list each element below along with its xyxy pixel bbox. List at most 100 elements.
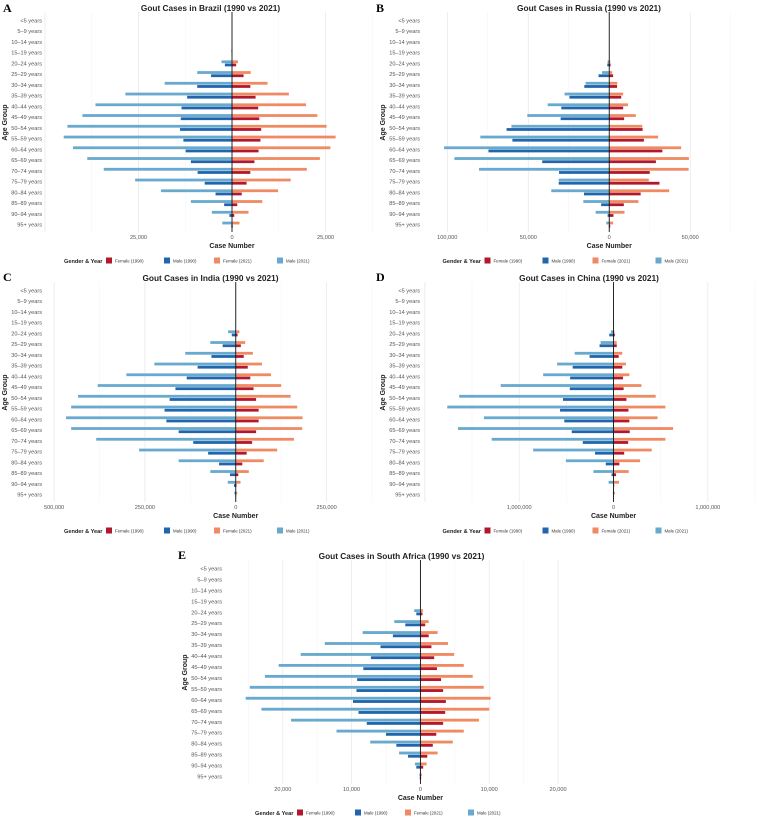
- y-tick-label: 20–24 years: [389, 61, 420, 67]
- y-tick-label: 85–89 years: [389, 471, 420, 477]
- bar-f1990: [609, 63, 611, 67]
- bar-f2021: [613, 448, 652, 452]
- bar-m2021: [300, 653, 421, 656]
- bar-f1990: [609, 138, 644, 142]
- y-tick-label: 60–64 years: [389, 417, 420, 423]
- bar-f1990: [420, 678, 442, 682]
- y-tick-label: 5–9 years: [395, 29, 420, 35]
- x-tick-label: 10,000: [343, 787, 360, 793]
- bar-m2021: [547, 103, 610, 107]
- bar-f1990: [609, 171, 650, 174]
- bar-m2021: [71, 427, 236, 430]
- bar-f2021: [420, 674, 473, 678]
- bar-m2021: [96, 437, 236, 441]
- legend-swatch-f1990: [484, 257, 491, 264]
- bar-m2021: [557, 362, 614, 366]
- bar-f2021: [613, 394, 656, 398]
- bar-f1990: [235, 365, 248, 369]
- bar-f1990: [609, 106, 624, 110]
- bar-m2021: [210, 341, 236, 344]
- y-tick-label: 5–9 years: [197, 577, 222, 583]
- y-tick-label: 10–14 years: [11, 40, 42, 46]
- bar-m1990: [589, 355, 614, 358]
- bar-m1990: [584, 85, 610, 88]
- y-tick-label: 10–14 years: [191, 588, 222, 594]
- india-pyramid-chart: Gout Cases in India (1990 vs 2021) <5 yea…: [2, 273, 373, 535]
- y-tick-label: 35–39 years: [389, 364, 420, 370]
- bar-m1990: [601, 203, 610, 207]
- bar-m2021: [178, 459, 236, 463]
- bar-m1990: [183, 138, 233, 142]
- bar-f1990: [232, 95, 256, 99]
- bar-m2021: [500, 384, 614, 387]
- bar-f1990: [232, 181, 247, 185]
- bar-m1990: [185, 149, 233, 153]
- x-tick-label: 0: [230, 235, 233, 241]
- panel-china: D Gout Cases in China (1990 vs 2021) <5 y…: [376, 270, 757, 538]
- y-tick-label: 20–24 years: [11, 61, 42, 67]
- y-tick-label: <5 years: [398, 288, 420, 294]
- bar-m1990: [233, 484, 236, 487]
- bar-m1990: [564, 419, 614, 423]
- bar-m1990: [561, 106, 610, 110]
- y-axis-label: Age Group: [380, 374, 387, 410]
- legend-label-m1990: Male (1990): [552, 529, 576, 534]
- legend: Gender & Year Female (1990) Male (1990) Fem…: [64, 527, 310, 535]
- y-axis-label: Age Group: [2, 104, 9, 140]
- bar-m1990: [506, 128, 610, 131]
- legend-label-f1990: Female (1990): [306, 811, 335, 816]
- bar-f2021: [235, 491, 238, 495]
- y-tick-label: 80–84 years: [389, 460, 420, 466]
- bar-f2021: [613, 427, 674, 430]
- bar-f2021: [420, 631, 438, 634]
- legend-label-f2021: Female (2021): [602, 529, 631, 534]
- bar-m1990: [175, 387, 236, 391]
- legend-swatch-m2021: [655, 527, 662, 534]
- y-tick-label: 95+ years: [17, 223, 42, 229]
- bar-f1990: [613, 419, 630, 423]
- legend-swatch-m1990: [355, 809, 361, 816]
- y-tick-label: 80–84 years: [191, 742, 222, 748]
- legend-label-f2021: Female (2021): [223, 529, 252, 534]
- bar-m2021: [126, 373, 236, 377]
- x-tick-label: 250,000: [135, 505, 155, 511]
- bar-m2021: [249, 685, 421, 689]
- bar-m1990: [542, 160, 610, 164]
- y-tick-label: 25–29 years: [389, 342, 420, 348]
- bar-m1990: [190, 160, 233, 164]
- bar-m2021: [583, 200, 610, 203]
- bar-f2021: [420, 620, 429, 624]
- bar-f2021: [613, 341, 617, 344]
- y-tick-label: 85–89 years: [389, 201, 420, 207]
- chart-title: Gout Cases in India (1990 vs 2021): [142, 273, 278, 283]
- bar-f2021: [613, 416, 658, 420]
- bar-m1990: [178, 430, 236, 434]
- bar-f2021: [235, 394, 291, 398]
- bar-f1990: [609, 181, 660, 185]
- bar-m1990: [569, 387, 614, 391]
- y-tick-label: <5 years: [398, 18, 420, 24]
- y-tick-label: 70–74 years: [389, 169, 420, 175]
- bar-m2021: [608, 480, 614, 484]
- bar-f1990: [613, 333, 615, 337]
- bar-m2021: [593, 470, 614, 473]
- y-tick-label: 40–44 years: [11, 104, 42, 110]
- bar-m1990: [569, 95, 610, 99]
- legend-title: Gender & Year: [443, 529, 482, 535]
- y-tick-label: 75–79 years: [11, 180, 42, 186]
- x-axis-label: Case Number: [209, 243, 254, 250]
- bar-m1990: [572, 365, 614, 369]
- legend-label-f2021: Female (2021): [223, 259, 252, 264]
- bar-m2021: [610, 330, 614, 334]
- x-tick-label: 1,000,000: [695, 505, 720, 511]
- bar-m1990: [356, 689, 421, 692]
- bar-m2021: [73, 146, 233, 150]
- bar-f2021: [235, 405, 298, 409]
- legend-swatch-f1990: [484, 527, 491, 534]
- bar-m2021: [527, 114, 610, 117]
- y-tick-label: <5 years: [20, 18, 42, 24]
- bar-m2021: [447, 405, 614, 409]
- y-tick-label: 85–89 years: [191, 753, 222, 759]
- panel-label: E: [178, 548, 187, 562]
- bar-m2021: [483, 416, 614, 420]
